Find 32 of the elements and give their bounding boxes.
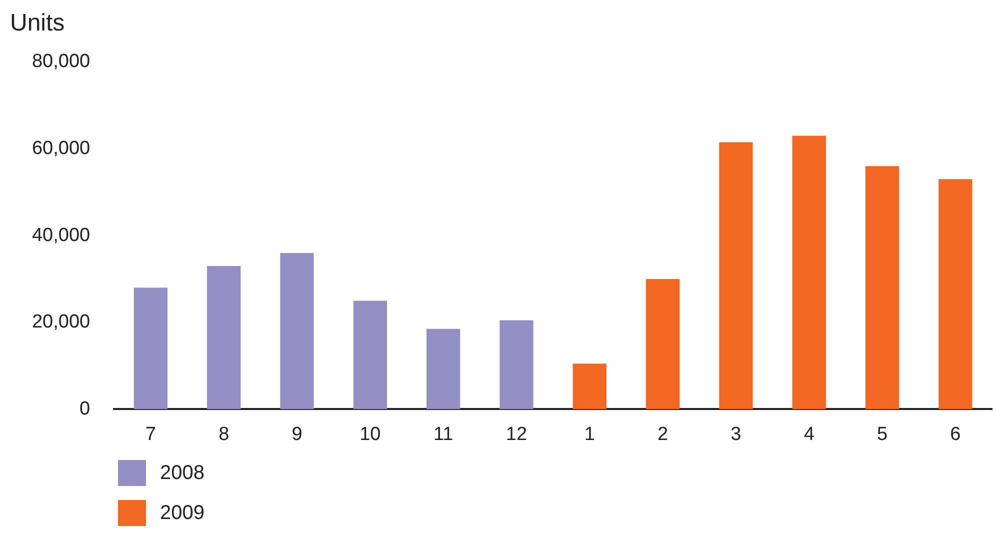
bar [646,279,680,410]
x-tick-label: 11 [433,424,454,445]
x-tick-label: 1 [584,424,595,445]
bar [353,300,387,410]
bar [719,142,753,410]
x-tick-label: 2 [658,424,668,445]
x-tick-label: 7 [145,424,156,445]
x-tick-label: 10 [360,424,381,445]
y-tick-label: 80,000 [32,51,90,72]
bar [426,328,460,410]
bar [500,320,534,410]
x-tick-label: 4 [804,424,815,445]
bar [792,136,826,410]
x-tick-label: 9 [292,424,302,445]
legend-label: 2009 [160,502,204,524]
bar [572,364,606,410]
y-axis-title: Units [10,10,65,37]
y-tick-label: 0 [80,398,90,420]
x-tick-label: 6 [950,424,961,445]
x-tick-label: 12 [506,424,528,445]
x-tick-label: 3 [730,424,742,445]
y-tick-label: 40,000 [32,224,90,246]
legend-label: 2008 [160,462,204,484]
bar [938,179,972,410]
x-tick-label: 8 [218,424,230,445]
bar [280,252,314,410]
bar [207,266,241,410]
y-tick-label: 60,000 [32,138,90,160]
bar [865,166,900,410]
y-tick-label: 20,000 [32,312,90,333]
bar [134,288,168,410]
x-tick-label: 5 [876,424,888,445]
